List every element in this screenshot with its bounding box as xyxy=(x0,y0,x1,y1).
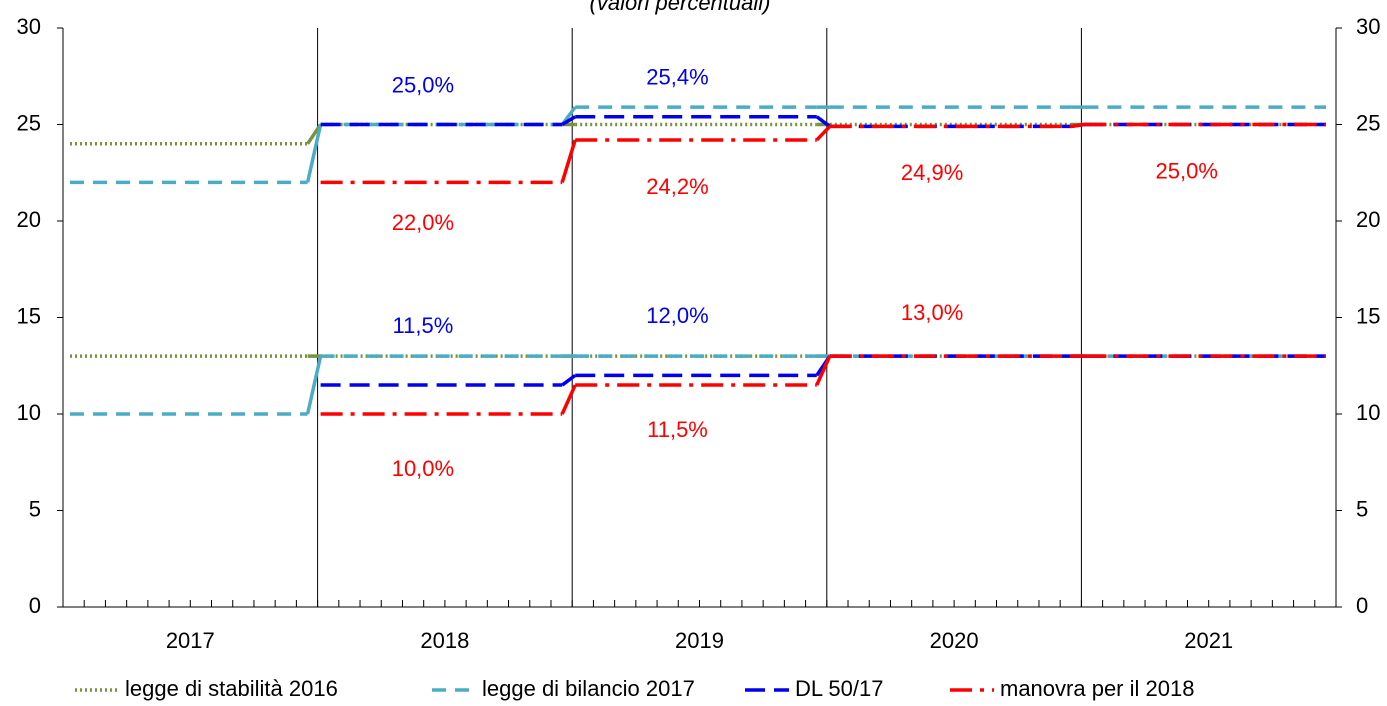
step-connector xyxy=(305,355,323,415)
step-connector xyxy=(815,355,832,386)
y-tick-label: 5 xyxy=(29,496,41,521)
legend-label: manovra per il 2018 xyxy=(1000,676,1194,701)
x-tick-label: 2020 xyxy=(930,628,979,653)
legend-label: legge di stabilità 2016 xyxy=(125,676,338,701)
step-connector xyxy=(1071,122,1085,129)
x-tick-label: 2021 xyxy=(1184,628,1233,653)
y2-tick-label: 0 xyxy=(1356,593,1368,618)
x-tick-label: 2017 xyxy=(166,628,215,653)
data-label: 13,0% xyxy=(901,300,963,325)
chart-subtitle: (valori percentuali) xyxy=(590,0,771,15)
y-tick-label: 0 xyxy=(29,593,41,618)
data-label: 12,0% xyxy=(646,303,708,328)
y2-tick-label: 15 xyxy=(1356,303,1380,328)
data-label: 25,4% xyxy=(646,65,708,90)
step-connector xyxy=(815,125,832,142)
y2-tick-label: 5 xyxy=(1356,496,1368,521)
data-label: 25,0% xyxy=(1156,158,1218,183)
legend-label: legge di bilancio 2017 xyxy=(482,676,695,701)
y-tick-label: 20 xyxy=(17,207,41,232)
step-connector xyxy=(815,115,831,128)
data-label: 25,0% xyxy=(392,72,454,97)
y2-tick-label: 25 xyxy=(1356,110,1380,135)
y2-tick-label: 10 xyxy=(1356,400,1380,425)
step-connector xyxy=(561,373,577,387)
data-label: 11,5% xyxy=(393,313,454,338)
step-connector xyxy=(305,124,323,183)
x-tick-label: 2018 xyxy=(420,628,469,653)
data-label: 10,0% xyxy=(392,456,454,481)
y-tick-label: 30 xyxy=(17,14,41,39)
step-connector xyxy=(560,384,577,415)
data-label: 24,9% xyxy=(901,160,963,185)
y-tick-label: 10 xyxy=(17,400,41,425)
y2-tick-label: 30 xyxy=(1356,14,1380,39)
data-label: 22,0% xyxy=(392,210,454,235)
y-tick-label: 25 xyxy=(17,110,41,135)
data-label: 24,2% xyxy=(646,174,708,199)
y-tick-label: 15 xyxy=(17,303,41,328)
x-tick-label: 2019 xyxy=(675,628,724,653)
step-connector xyxy=(560,139,577,183)
legend-label: DL 50/17 xyxy=(795,676,883,701)
y2-tick-label: 20 xyxy=(1356,207,1380,232)
data-label: 11,5% xyxy=(647,417,708,442)
step-connector xyxy=(561,115,577,127)
